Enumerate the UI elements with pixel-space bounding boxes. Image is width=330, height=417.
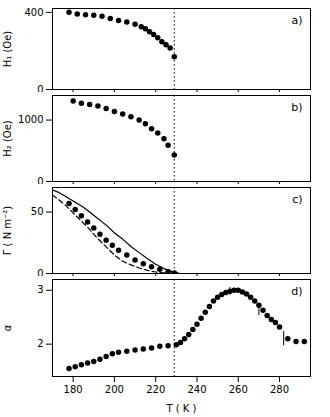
svg-text:260: 260 <box>229 384 248 395</box>
svg-text:0: 0 <box>37 176 43 184</box>
svg-text:H₂ (Oe): H₂ (Oe) <box>2 120 13 157</box>
svg-text:0: 0 <box>37 268 43 276</box>
svg-text:d): d) <box>291 285 302 298</box>
svg-text:2: 2 <box>37 338 43 349</box>
svg-text:50: 50 <box>31 206 44 217</box>
svg-text:H₁ (Oe): H₁ (Oe) <box>2 31 13 68</box>
svg-text:400: 400 <box>24 7 43 18</box>
svg-text:b): b) <box>291 101 302 114</box>
svg-text:0: 0 <box>37 84 43 92</box>
svg-text:280: 280 <box>270 384 289 395</box>
svg-text:220: 220 <box>146 384 165 395</box>
svg-text:c): c) <box>292 193 302 206</box>
svg-text:1000: 1000 <box>18 114 43 125</box>
svg-text:200: 200 <box>105 384 124 395</box>
svg-text:T ( K ): T ( K ) <box>165 403 196 414</box>
svg-text:3: 3 <box>37 284 43 295</box>
svg-text:Γ ( N m⁻²): Γ ( N m⁻²) <box>2 206 13 256</box>
svg-text:180: 180 <box>64 384 83 395</box>
svg-text:α: α <box>2 324 13 331</box>
svg-text:a): a) <box>291 14 302 27</box>
svg-text:240: 240 <box>187 384 206 395</box>
